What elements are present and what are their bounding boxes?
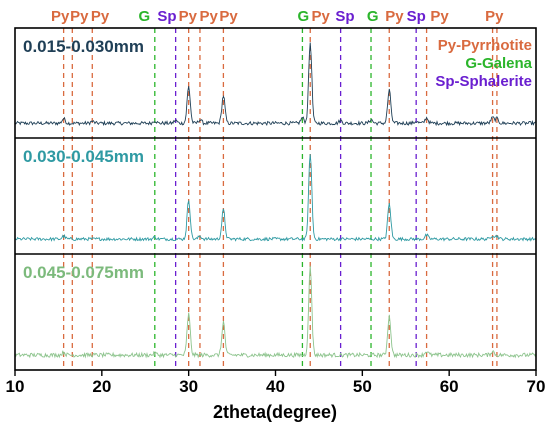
x-axis-label: 2theta(degree) [213, 402, 337, 422]
phase-label-py: Py [219, 8, 238, 25]
phase-label-py: Py [179, 8, 198, 25]
phase-peak-labels: Py Py Py G Sp Py Py Py G Py Sp G Py Sp Py Py [51, 8, 504, 25]
x-tick-label: 60 [440, 377, 459, 396]
x-tick-label: 50 [353, 377, 372, 396]
phase-label-g: G [139, 8, 151, 25]
series-label-3: 0.045-0.075mm [23, 263, 144, 282]
series-label-2: 0.030-0.045mm [23, 147, 144, 166]
phase-label-py: Py [385, 8, 404, 25]
legend-entry: Py-Pyrrhotite [438, 37, 532, 54]
trace-1 [14, 42, 537, 127]
x-tick-label: 20 [92, 377, 111, 396]
trace-2 [14, 154, 537, 242]
phase-label-py: Py [91, 8, 110, 25]
phase-label-sp: Sp [407, 8, 426, 25]
phase-label-g: G [297, 8, 309, 25]
x-tick-label: 40 [266, 377, 285, 396]
phase-label-py: Py [199, 8, 218, 25]
x-axis-ticks: 10 20 30 40 50 60 70 [6, 370, 546, 396]
phase-label-sp: Sp [335, 8, 354, 25]
reference-lines [62, 28, 498, 370]
phase-label-py: Py [311, 8, 330, 25]
series-label-1: 0.015-0.030mm [23, 37, 144, 56]
phase-label-py: Py [430, 8, 449, 25]
phase-label-sp: Sp [157, 8, 176, 25]
phase-label-py: Py [485, 8, 504, 25]
xrd-traces: 0.015-0.030mm 0.030-0.045mm 0.045-0.075mm [14, 37, 537, 359]
x-tick-label: 10 [6, 377, 25, 396]
phase-label-py: Py [70, 8, 89, 25]
x-tick-label: 30 [179, 377, 198, 396]
phase-label-py: Py [51, 8, 70, 25]
phase-label-g: G [367, 8, 379, 25]
legend-entry: Sp-Sphalerite [435, 73, 532, 90]
x-tick-label: 70 [527, 377, 546, 396]
trace-3 [14, 265, 537, 359]
legend-entry: G-Galena [465, 55, 532, 72]
